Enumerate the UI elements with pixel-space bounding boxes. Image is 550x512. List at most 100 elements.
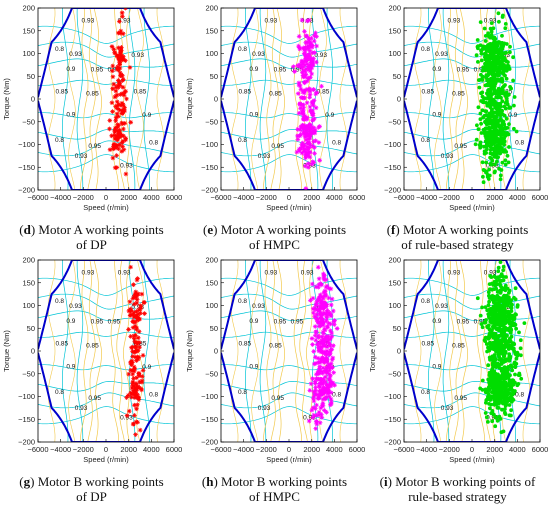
- data-point: [493, 45, 497, 49]
- y-tick-label: −150: [384, 415, 401, 424]
- data-point: [485, 324, 490, 329]
- data-point: [500, 33, 504, 38]
- data-point: [502, 104, 507, 109]
- contour-line: [38, 128, 174, 140]
- contour-label: 0.9: [432, 111, 441, 118]
- data-point: [306, 17, 312, 23]
- contour-label: 0.9: [432, 363, 441, 370]
- data-point: [312, 391, 318, 397]
- contour-line: [38, 112, 174, 119]
- data-point: [508, 44, 512, 49]
- data-point: [489, 98, 493, 103]
- data-point: [302, 146, 308, 152]
- contour-line: [230, 8, 239, 190]
- data-point: [122, 108, 127, 114]
- data-point: [315, 396, 321, 401]
- data-point: [316, 284, 321, 290]
- x-axis-label: Speed (r/min): [83, 203, 129, 212]
- data-point: [488, 394, 493, 399]
- data-point: [125, 393, 131, 398]
- data-point: [311, 310, 316, 316]
- data-point: [511, 390, 516, 395]
- contour-label: 0.93: [258, 153, 271, 160]
- caption-letter: i: [384, 474, 388, 489]
- data-point: [117, 80, 122, 86]
- data-point: [129, 394, 134, 400]
- data-point: [304, 87, 310, 92]
- data-point: [135, 419, 140, 425]
- data-point: [483, 411, 488, 415]
- data-point: [499, 375, 504, 380]
- data-point: [307, 95, 312, 100]
- data-point: [519, 353, 523, 358]
- data-point: [322, 408, 327, 413]
- data-point: [301, 95, 307, 101]
- data-point: [484, 398, 489, 403]
- contour-label: 0.8: [55, 46, 64, 53]
- x-axis-label: Speed (r/min): [449, 203, 495, 212]
- data-point: [508, 85, 512, 89]
- data-point: [515, 383, 520, 388]
- data-point: [313, 329, 319, 335]
- data-point: [139, 379, 145, 385]
- contour-label: 0.9: [325, 112, 334, 119]
- data-point: [316, 412, 322, 418]
- data-point: [130, 296, 136, 301]
- contour-line: [245, 260, 252, 442]
- data-point: [300, 45, 306, 51]
- data-point: [317, 384, 323, 390]
- x-tick-label: 0: [287, 445, 291, 454]
- data-point: [135, 276, 140, 281]
- caption-line-1: (i) Motor B working points of: [379, 474, 536, 489]
- contour-line: [262, 8, 272, 190]
- data-point: [321, 331, 327, 336]
- data-point: [297, 102, 303, 107]
- data-point: [500, 387, 504, 392]
- data-point: [316, 360, 321, 365]
- data-point: [305, 18, 310, 24]
- x-tick-label: 2000: [303, 445, 320, 454]
- data-point: [132, 320, 138, 325]
- contour-line: [262, 260, 272, 442]
- contour-line: [221, 25, 357, 44]
- data-point: [107, 126, 112, 132]
- data-point: [498, 177, 503, 182]
- data-point: [503, 390, 508, 394]
- data-point: [511, 55, 515, 60]
- contour-label: 0.93: [69, 51, 82, 58]
- data-point: [134, 318, 140, 323]
- data-point: [483, 305, 488, 309]
- data-point: [113, 115, 119, 120]
- data-point: [323, 396, 328, 402]
- contour-line: [293, 260, 303, 442]
- data-point: [507, 122, 511, 126]
- data-point: [132, 368, 137, 374]
- data-point: [299, 150, 305, 156]
- data-point: [508, 312, 512, 317]
- contour-line: [221, 364, 357, 371]
- data-point: [122, 89, 127, 95]
- y-axis-label: Torque (Nm): [185, 330, 194, 372]
- contour-label: 0.9: [249, 66, 258, 73]
- data-point: [328, 336, 333, 342]
- contour-line: [434, 260, 442, 442]
- contour-label: 0.95: [457, 67, 470, 74]
- data-point: [493, 63, 498, 68]
- data-point: [497, 40, 502, 45]
- data-point: [493, 162, 497, 167]
- data-point: [329, 346, 335, 352]
- contour-line: [270, 260, 279, 442]
- contour-line: [38, 277, 174, 296]
- data-point: [507, 290, 511, 295]
- data-point: [318, 292, 323, 298]
- data-point: [131, 333, 137, 339]
- contour-line: [326, 8, 333, 190]
- x-tick-label: 4000: [509, 193, 526, 202]
- x-tick-label: 0: [287, 193, 291, 202]
- x-tick-label: 0: [470, 193, 474, 202]
- data-point: [483, 39, 488, 43]
- data-point: [128, 334, 133, 339]
- data-point: [119, 91, 125, 96]
- data-point: [305, 43, 311, 49]
